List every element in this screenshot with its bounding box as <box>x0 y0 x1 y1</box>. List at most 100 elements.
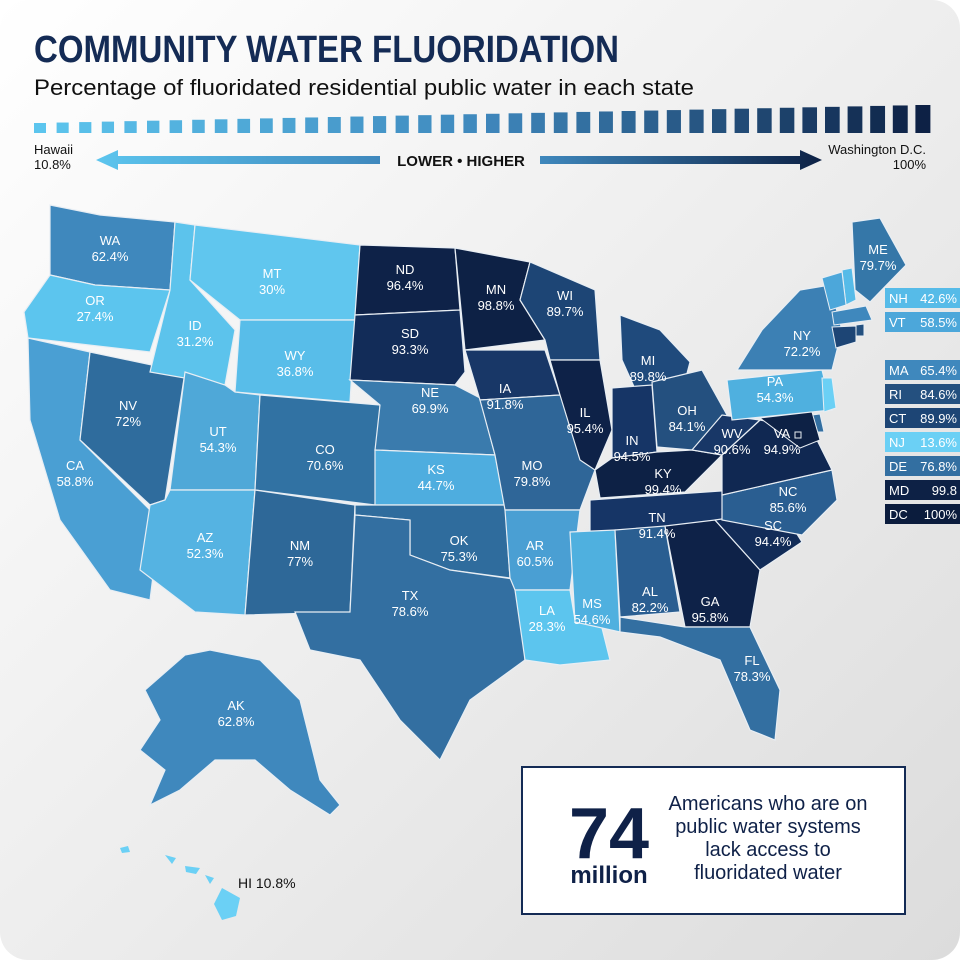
state-abbr: MN <box>486 282 506 297</box>
state-abbr: MO <box>522 458 543 473</box>
scale-bar <box>34 105 931 133</box>
state-value: 93.3% <box>392 342 429 357</box>
scale-block <box>734 108 749 133</box>
scale-block <box>508 113 523 133</box>
small-state-value: 76.8% <box>920 459 957 474</box>
scale-block <box>915 105 931 133</box>
hawaii-island <box>165 855 176 864</box>
state-abbr: MI <box>641 353 655 368</box>
scale-block <box>260 118 273 133</box>
state <box>855 323 865 337</box>
state-abbr: AK <box>227 698 245 713</box>
state-abbr: IL <box>580 405 591 420</box>
small-state-box <box>885 408 960 428</box>
scale-block <box>192 119 205 133</box>
scale-block <box>350 116 364 133</box>
state-value: 99.4% <box>645 482 682 497</box>
state-abbr: KY <box>654 466 672 481</box>
state <box>726 369 833 421</box>
scale-block <box>666 110 681 133</box>
scale-block <box>282 117 296 133</box>
state-abbr: LA <box>539 603 555 618</box>
state-abbr: WY <box>285 348 306 363</box>
small-state-value: 99.8 <box>932 483 957 498</box>
state-value: 94.5% <box>614 449 651 464</box>
state-value: 95.8% <box>692 610 729 625</box>
arrow-left <box>96 150 380 170</box>
state-value: 90.6% <box>714 442 751 457</box>
state-value: 75.3% <box>441 549 478 564</box>
small-state-abbr: MD <box>889 483 909 498</box>
state-value: 62.4% <box>92 249 129 264</box>
scale-block <box>553 112 568 133</box>
small-state-box <box>885 384 960 404</box>
state-value: 36.8% <box>277 364 314 379</box>
state-abbr: PA <box>767 374 784 389</box>
state-abbr: ID <box>189 318 202 333</box>
state-abbr: OR <box>85 293 105 308</box>
scale-block <box>147 120 160 133</box>
state-abbr: MT <box>263 266 282 281</box>
hawaii-island <box>185 866 200 874</box>
scale-block <box>531 112 545 133</box>
small-state-abbr: NJ <box>889 435 905 450</box>
state-value: 44.7% <box>418 478 455 493</box>
state-value: 72.2% <box>784 344 821 359</box>
callout-box <box>521 766 906 915</box>
state <box>23 274 171 353</box>
state-value: 84.1% <box>669 419 706 434</box>
scale-block <box>305 117 319 133</box>
state-abbr: VA <box>774 426 791 441</box>
small-state-abbr: RI <box>889 387 902 402</box>
scale-block <box>79 122 92 133</box>
state-value: 95.4% <box>567 421 604 436</box>
small-state-value: 58.5% <box>920 315 957 330</box>
small-state-abbr: VT <box>889 315 906 330</box>
scale-block <box>56 122 69 133</box>
state-value: 94.4% <box>755 534 792 549</box>
small-state-value: 100% <box>924 507 958 522</box>
state-abbr: NY <box>793 328 811 343</box>
scale-block <box>327 117 341 133</box>
legend-high-value: 100% <box>893 157 927 172</box>
state-abbr: IA <box>499 381 512 396</box>
scale-block <box>644 110 659 133</box>
state-abbr: SD <box>401 326 419 341</box>
scale-block <box>440 114 455 133</box>
scale-block <box>689 109 704 133</box>
state <box>614 525 681 618</box>
small-state-box <box>885 432 960 452</box>
hawaii-island <box>120 846 130 853</box>
state-value: 54.6% <box>574 612 611 627</box>
scale-block <box>892 105 908 133</box>
legend-low-value: 10.8% <box>34 157 71 172</box>
state-value: 30% <box>259 282 285 297</box>
state <box>851 217 907 303</box>
scale-block <box>599 111 613 133</box>
state-abbr: ND <box>396 262 415 277</box>
state-value: 98.8% <box>478 298 515 313</box>
hawaii-island <box>214 888 240 920</box>
scale-block <box>779 107 795 133</box>
state-abbr: FL <box>744 653 759 668</box>
state-abbr: AZ <box>197 530 214 545</box>
state-abbr: TN <box>648 510 665 525</box>
state-abbr: TX <box>402 588 419 603</box>
scale-block <box>124 121 137 133</box>
scale-block <box>825 106 840 133</box>
state <box>514 589 611 666</box>
state-abbr: ME <box>868 242 888 257</box>
state-value: 91.8% <box>487 397 524 412</box>
state-value: 54.3% <box>200 440 237 455</box>
legend-middle: LOWER • HIGHER <box>397 153 525 170</box>
state <box>664 519 761 628</box>
state-value: 28.3% <box>529 619 566 634</box>
scale-block <box>757 108 772 133</box>
scale-block <box>237 118 251 133</box>
state-value: 54.3% <box>757 390 794 405</box>
scale-block <box>802 107 818 133</box>
